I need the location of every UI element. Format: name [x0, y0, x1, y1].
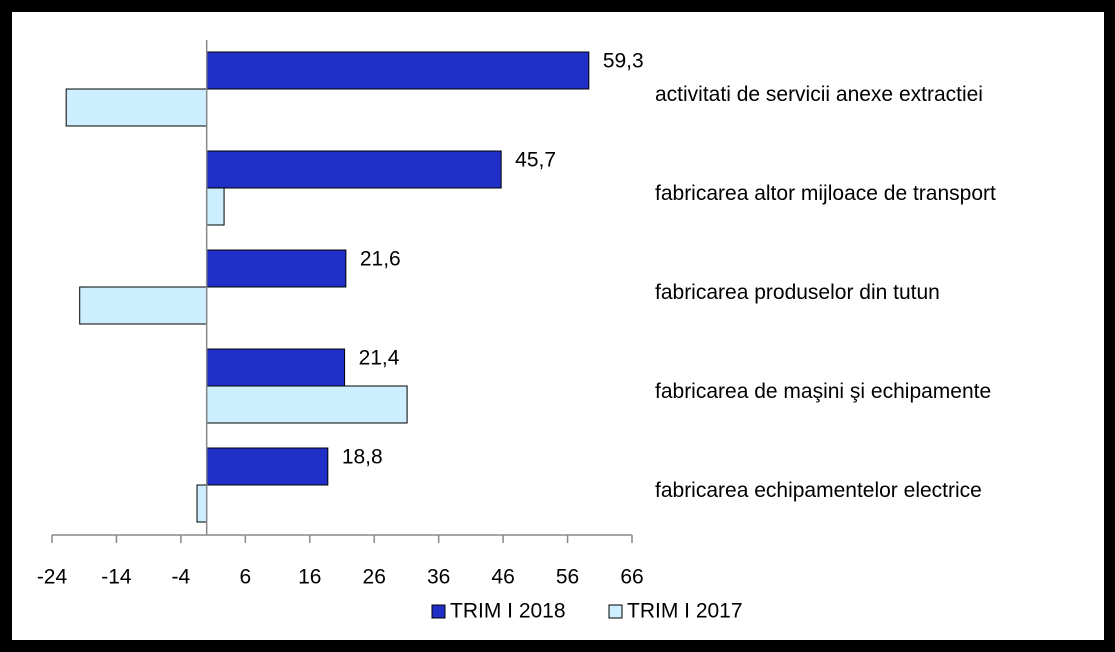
category-label: activitati de servicii anexe extractiei	[655, 83, 983, 106]
x-tick-label: 6	[239, 566, 251, 589]
category-label: fabricarea produselor din tutun	[655, 281, 940, 304]
bar	[79, 286, 208, 325]
bar	[65, 88, 208, 127]
legend-swatch	[608, 604, 623, 619]
data-label: 21,6	[360, 248, 401, 271]
x-tick-label: 46	[491, 566, 514, 589]
bar	[206, 249, 347, 288]
x-tick-label: 36	[427, 566, 450, 589]
legend-label: TRIM I 2017	[627, 600, 743, 623]
bar	[206, 348, 346, 387]
bar	[206, 187, 225, 226]
x-tick-label: 16	[298, 566, 321, 589]
bar	[206, 51, 590, 90]
bar	[206, 385, 408, 424]
x-tick-label: -14	[101, 566, 132, 589]
legend-swatch	[431, 604, 446, 619]
bar	[206, 447, 329, 486]
data-label: 45,7	[515, 149, 556, 172]
bar	[206, 150, 502, 189]
data-label: 59,3	[603, 50, 644, 73]
legend-label: TRIM I 2018	[450, 600, 566, 623]
category-label: fabricarea altor mijloace de transport	[655, 182, 996, 205]
data-label: 21,4	[359, 347, 400, 370]
bar	[196, 484, 208, 523]
x-tick-label: 56	[556, 566, 579, 589]
x-tick-label: -24	[37, 566, 68, 589]
category-label: fabricarea de maşini şi echipamente	[655, 380, 991, 403]
category-label: fabricarea echipamentelor electrice	[655, 479, 982, 502]
x-tick-label: -4	[172, 566, 191, 589]
data-label: 18,8	[342, 446, 383, 469]
x-tick-label: 26	[363, 566, 386, 589]
x-tick-label: 66	[620, 566, 643, 589]
